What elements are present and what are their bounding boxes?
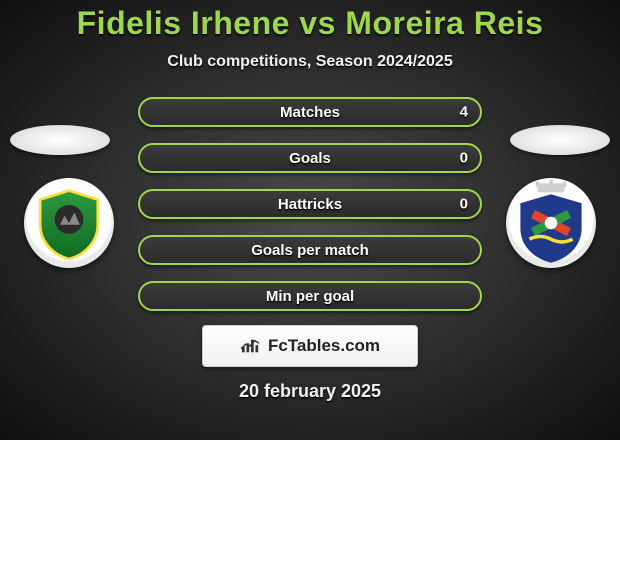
- stat-row-matches: Matches 4: [138, 97, 482, 127]
- stat-value-right: 0: [460, 196, 468, 213]
- stat-row-goals: Goals 0: [138, 143, 482, 173]
- stat-label: Hattricks: [278, 196, 342, 213]
- comparison-card: Fidelis Irhene vs Moreira Reis Club comp…: [0, 0, 620, 440]
- stat-label: Goals: [289, 150, 331, 167]
- club-badge-right: [506, 178, 596, 268]
- stat-row-min-per-goal: Min per goal: [138, 281, 482, 311]
- player-photo-left: [10, 125, 110, 155]
- shield-icon: [24, 178, 114, 268]
- brand-badge[interactable]: FcTables.com: [202, 325, 418, 367]
- stat-value-right: 4: [460, 104, 468, 121]
- brand-label: FcTables.com: [268, 336, 380, 356]
- stat-value-right: 0: [460, 150, 468, 167]
- stats-list: Matches 4 Goals 0 Hattricks 0 Goals per …: [138, 97, 482, 311]
- bar-chart-icon: [240, 337, 262, 355]
- stat-label: Matches: [280, 104, 340, 121]
- stat-row-goals-per-match: Goals per match: [138, 235, 482, 265]
- subtitle: Club competitions, Season 2024/2025: [0, 53, 620, 71]
- stat-label: Goals per match: [251, 242, 369, 259]
- snapshot-date: 20 february 2025: [0, 381, 620, 402]
- player-photo-right: [510, 125, 610, 155]
- stat-row-hattricks: Hattricks 0: [138, 189, 482, 219]
- page-title: Fidelis Irhene vs Moreira Reis: [0, 6, 620, 41]
- stat-label: Min per goal: [266, 288, 354, 305]
- club-badge-left: [24, 178, 114, 268]
- shield-icon: [506, 178, 596, 268]
